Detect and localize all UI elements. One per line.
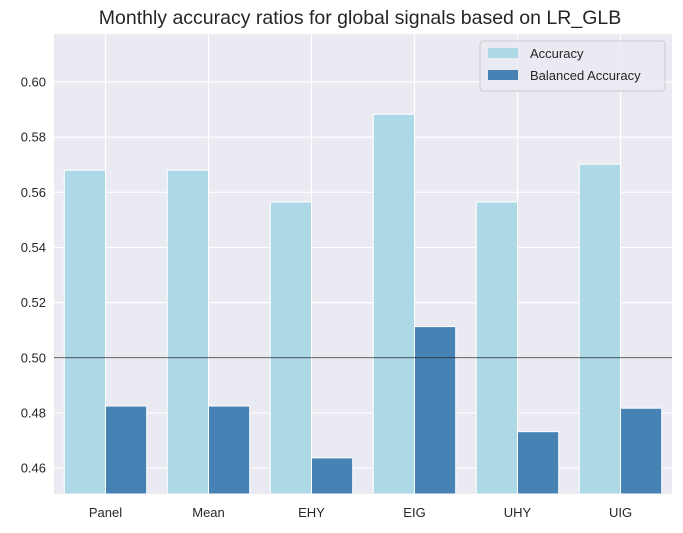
bars	[63, 113, 663, 495]
bar-balanced-accuracy-uhy	[517, 431, 560, 495]
bar-accuracy-uig	[578, 163, 621, 495]
y-axis-ticks: 0.46 0.48 0.50 0.52 0.54 0.56 0.58 0.60	[21, 74, 46, 475]
legend-swatch	[488, 48, 518, 58]
bar-accuracy-ehy	[269, 201, 312, 495]
legend-label: Accuracy	[530, 46, 584, 61]
bar-balanced-accuracy-panel	[105, 405, 148, 495]
bar-balanced-accuracy-mean	[208, 405, 251, 495]
bar-accuracy-panel	[63, 169, 107, 495]
bar-accuracy-eig	[372, 113, 415, 495]
plot-background	[54, 34, 672, 494]
x-tick-label: EHY	[298, 505, 325, 520]
y-tick-label: 0.52	[21, 295, 46, 310]
x-tick-label: Panel	[89, 505, 122, 520]
x-axis-ticks: Panel Mean EHY EIG UHY UIG	[89, 505, 632, 520]
bar-balanced-accuracy-ehy	[311, 457, 354, 495]
y-tick-label: 0.60	[21, 74, 46, 89]
legend-label: Balanced Accuracy	[530, 68, 641, 83]
x-tick-label: UHY	[504, 505, 532, 520]
y-tick-label: 0.56	[21, 185, 46, 200]
bar-accuracy-uhy	[475, 201, 518, 495]
y-tick-label: 0.48	[21, 405, 46, 420]
bar-balanced-accuracy-uig	[620, 407, 663, 495]
legend-box	[479, 40, 666, 92]
x-tick-label: EIG	[403, 505, 425, 520]
y-tick-label: 0.54	[21, 240, 46, 255]
y-tick-label: 0.46	[21, 461, 46, 476]
legend-swatch	[488, 70, 518, 80]
chart-title: Monthly accuracy ratios for global signa…	[99, 7, 621, 29]
y-tick-label: 0.58	[21, 130, 46, 145]
bar-balanced-accuracy-eig	[414, 326, 457, 495]
y-tick-label: 0.50	[21, 350, 46, 365]
x-tick-label: UIG	[609, 505, 632, 520]
bar-accuracy-mean	[166, 169, 210, 495]
x-tick-label: Mean	[192, 505, 225, 520]
legend: Accuracy Balanced Accuracy	[479, 40, 666, 92]
